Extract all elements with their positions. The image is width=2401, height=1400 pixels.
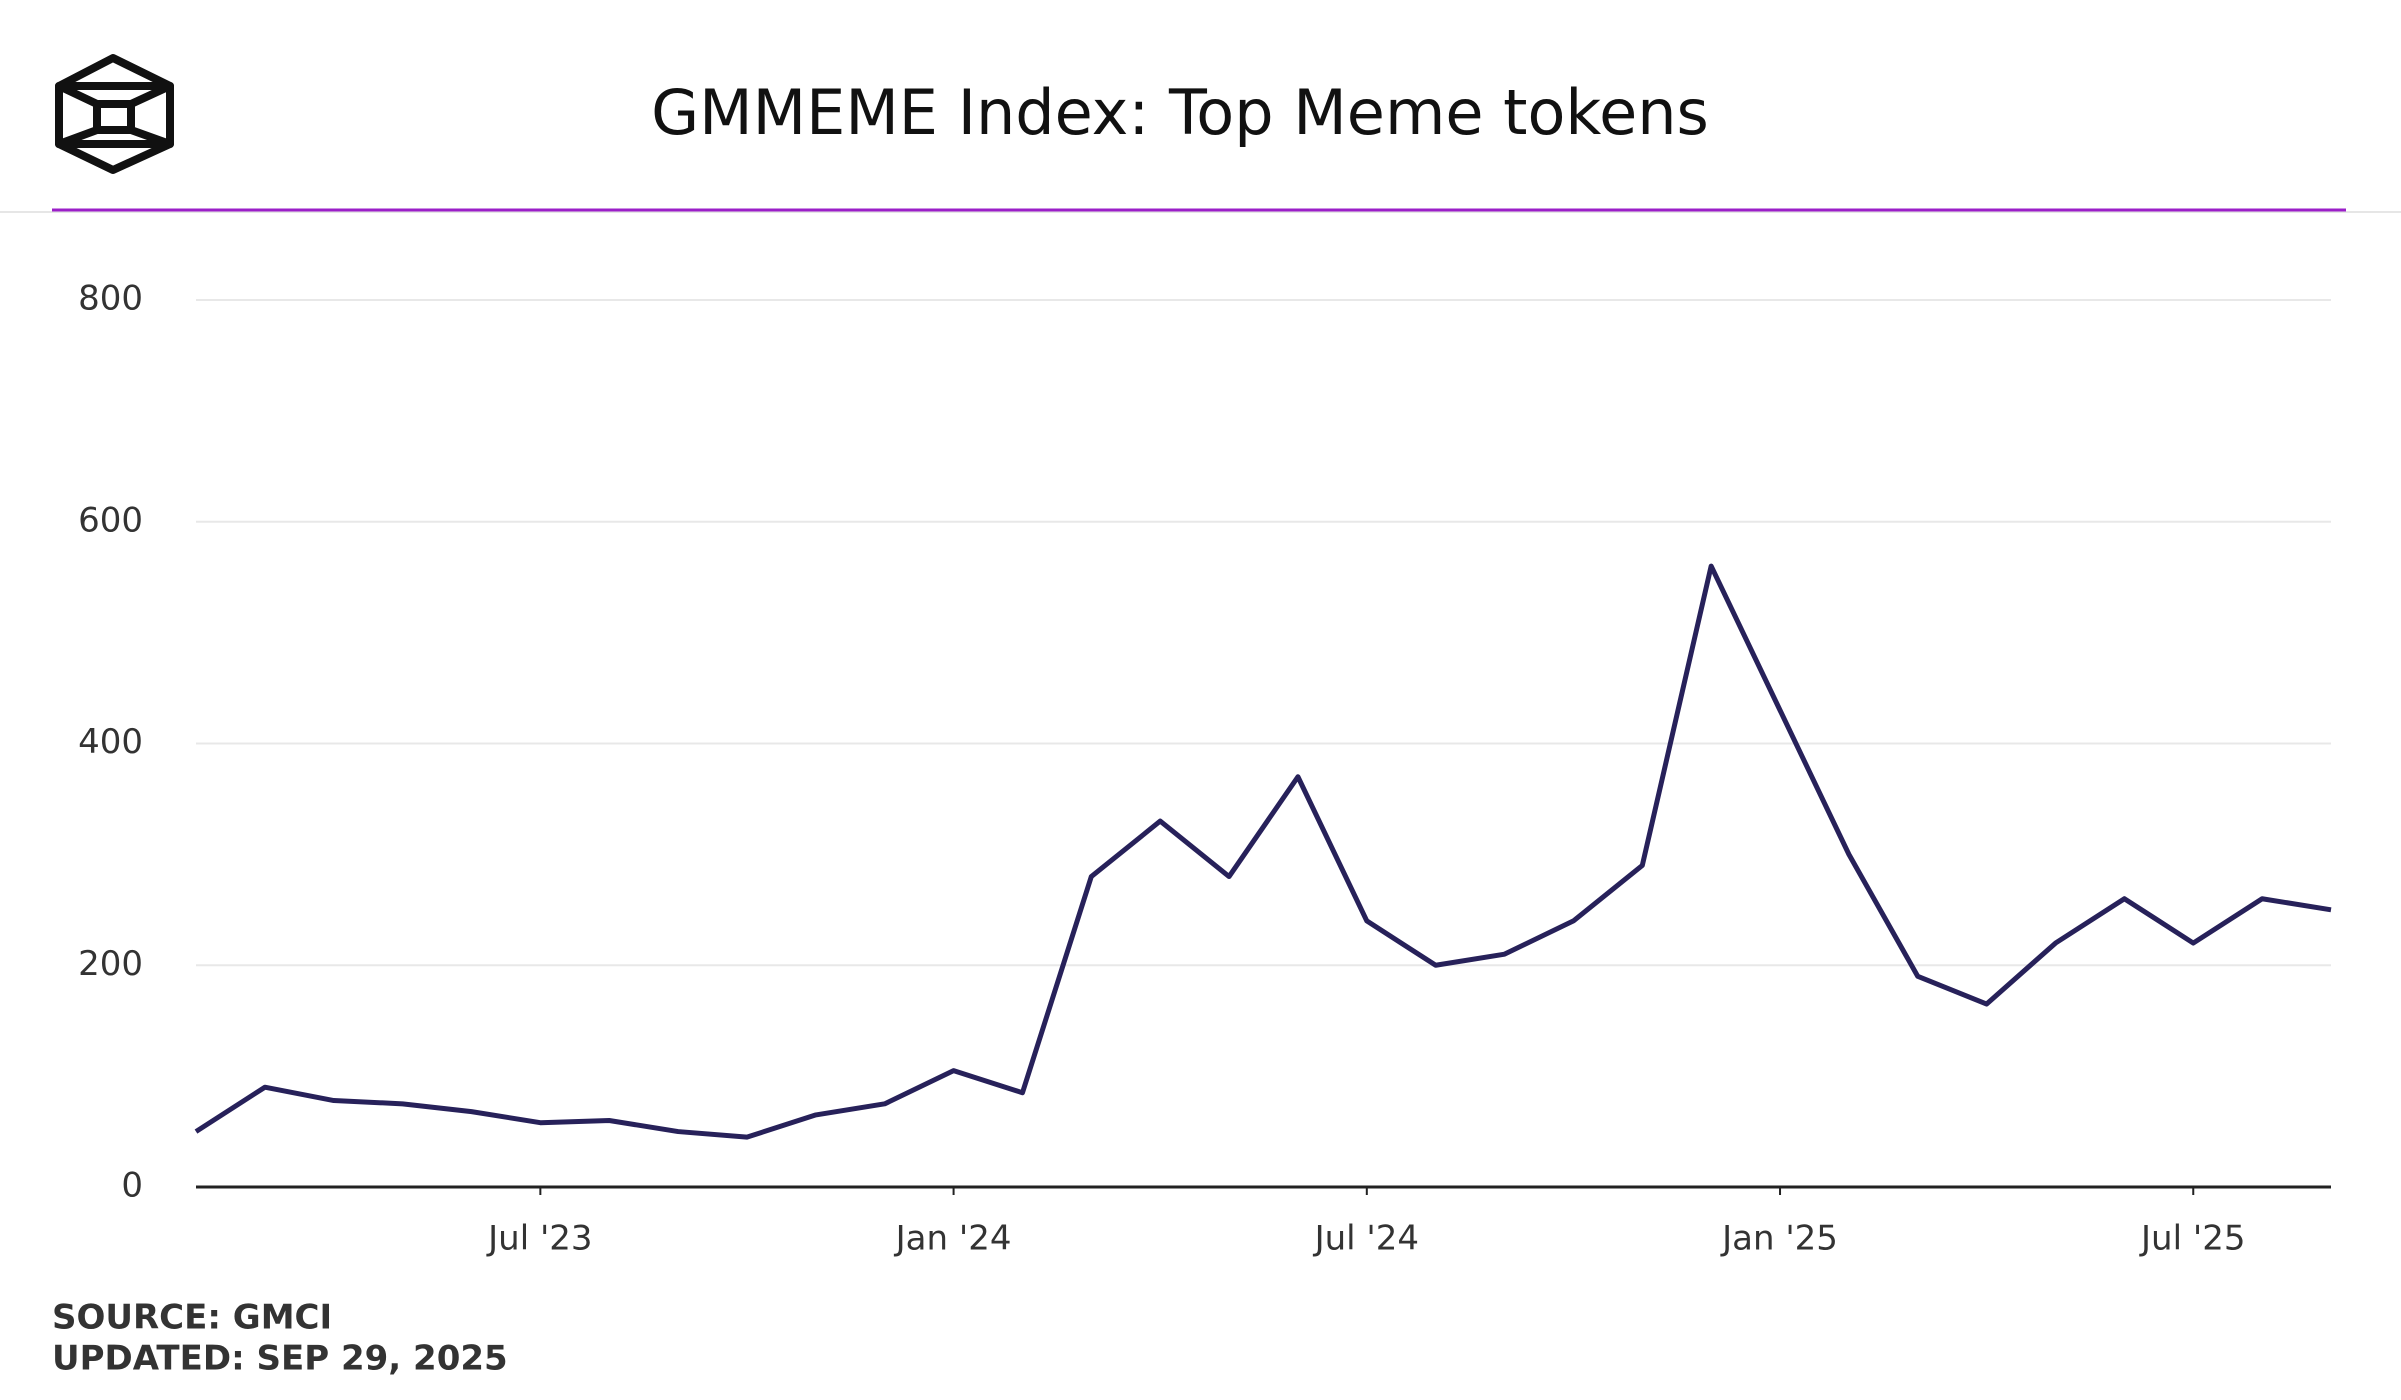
- x-tick-label: Jul '24: [1313, 1219, 1419, 1259]
- y-tick-label: 600: [78, 500, 143, 540]
- x-tick-label: Jan '24: [894, 1219, 1012, 1259]
- logo: [55, 54, 174, 174]
- y-tick-label: 200: [78, 944, 143, 984]
- x-tick-label: Jul '25: [2139, 1219, 2245, 1259]
- source: SOURCE: GMCI: [52, 1298, 332, 1338]
- chart-title: GMMEME Index: Top Meme tokens: [651, 76, 1709, 149]
- x-tick-label: Jul '23: [486, 1219, 592, 1259]
- y-tick-label: 400: [78, 722, 143, 762]
- y-tick-label: 800: [78, 279, 143, 319]
- updated: UPDATED: SEP 29, 2025: [52, 1339, 508, 1379]
- y-tick-label: 0: [121, 1166, 143, 1206]
- series-line: [194, 563, 2332, 1140]
- x-tick-label: Jan '25: [1720, 1219, 1838, 1259]
